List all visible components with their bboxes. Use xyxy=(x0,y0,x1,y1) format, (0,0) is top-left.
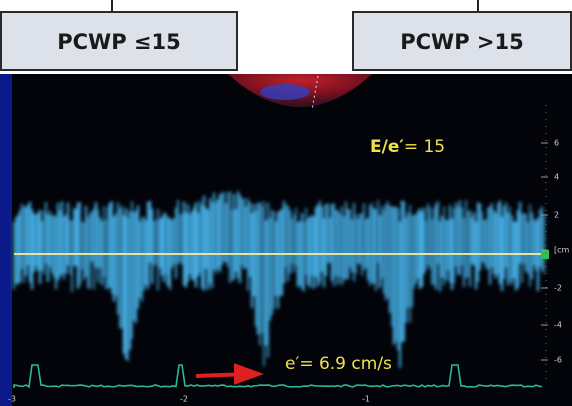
label-box xyxy=(352,11,572,71)
box-label: PCWP >15 xyxy=(400,30,524,54)
side-strip xyxy=(0,74,12,406)
ratio-name: E/e′ xyxy=(370,137,404,157)
cursor-line xyxy=(311,75,319,111)
label-box xyxy=(0,11,238,71)
baseline-marker xyxy=(541,250,549,259)
scale-label: -2 xyxy=(554,284,562,293)
spectral-wave xyxy=(12,190,546,368)
scale-label: -4 xyxy=(554,321,562,330)
arrow xyxy=(195,363,264,385)
scale-label: [cm xyxy=(554,246,570,255)
scale-label: 2 xyxy=(554,211,559,220)
time-label: -1 xyxy=(362,395,370,404)
ratio-annotation: E/e′= 15 xyxy=(370,137,445,157)
velocity-annotation: e′= 6.9 cm/s xyxy=(285,354,392,374)
scale-label: 6 xyxy=(554,139,559,148)
ecg-trace xyxy=(13,364,543,389)
time-label: -2 xyxy=(180,395,188,404)
scale-label: 4 xyxy=(554,173,559,182)
scale-label: -6 xyxy=(554,356,562,365)
time-label: -3 xyxy=(8,395,16,404)
color-sector xyxy=(260,84,310,100)
ratio-value: = 15 xyxy=(404,137,445,157)
box-label: PCWP ≤15 xyxy=(57,30,181,54)
